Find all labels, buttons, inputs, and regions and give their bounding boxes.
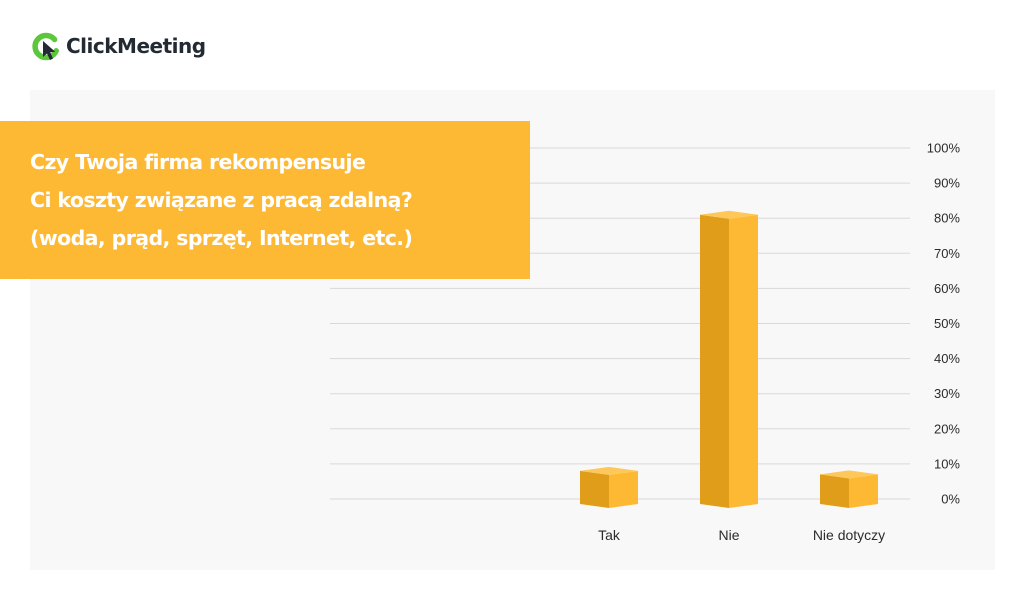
y-tick-label-80: 80% bbox=[934, 211, 960, 226]
bars bbox=[580, 210, 878, 508]
x-axis-categories: Tak Nie Nie dotyczy bbox=[598, 527, 885, 543]
y-tick-label-70: 70% bbox=[934, 246, 960, 261]
grid-lines bbox=[330, 147, 910, 500]
chart-title-line-1: Czy Twoja firma rekompensuje bbox=[30, 150, 366, 174]
y-axis-ticks: 0% 10% 20% 30% 40% 50% 60% 70% 80% 90% 100% bbox=[927, 141, 961, 507]
chart-title-box: Czy Twoja firma rekompensuje Ci koszty z… bbox=[0, 121, 530, 279]
y-tick-label-0: 0% bbox=[941, 492, 960, 507]
y-tick-label-60: 60% bbox=[934, 281, 960, 296]
bar-nie-dotyczy bbox=[820, 470, 878, 508]
category-label-2: Nie dotyczy bbox=[813, 527, 885, 543]
bar-tak bbox=[580, 466, 638, 508]
chart-title-line-3: (woda, prąd, sprzęt, Internet, etc.) bbox=[30, 226, 413, 250]
y-tick-label-30: 30% bbox=[934, 386, 960, 401]
chart-title-line-2: Ci koszty związane z pracą zdalną? bbox=[30, 188, 413, 212]
y-tick-label-90: 90% bbox=[934, 176, 960, 191]
brand-logo: ClickMeeting bbox=[30, 30, 206, 62]
category-label-0: Tak bbox=[598, 527, 621, 543]
bar-nie bbox=[700, 210, 758, 508]
y-tick-label-20: 20% bbox=[934, 421, 960, 436]
y-tick-label-40: 40% bbox=[934, 351, 960, 366]
category-label-1: Nie bbox=[718, 527, 739, 543]
y-tick-label-50: 50% bbox=[934, 316, 960, 331]
clickmeeting-logo-icon bbox=[32, 32, 59, 61]
brand-name: ClickMeeting bbox=[66, 34, 206, 58]
y-tick-label-100: 100% bbox=[927, 141, 961, 156]
y-tick-label-10: 10% bbox=[934, 456, 960, 471]
